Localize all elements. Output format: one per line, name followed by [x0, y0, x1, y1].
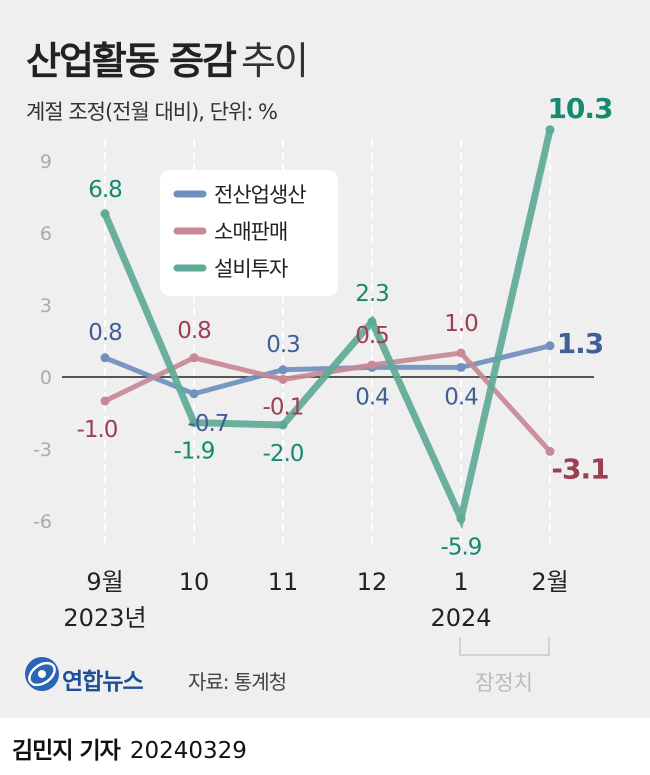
byline-name: 김민지 기자 [12, 738, 121, 764]
byline-date: 20240329 [129, 738, 247, 764]
data-label: 0.8 [88, 320, 122, 346]
data-label: -1.0 [77, 417, 118, 443]
data-point [278, 365, 288, 375]
preliminary-bracket [459, 637, 550, 656]
x-year-label: 2024 [430, 604, 491, 632]
data-point [456, 348, 466, 358]
data-label: 0.4 [355, 384, 389, 410]
y-tick-label: 9 [40, 151, 52, 173]
data-label: 10.3 [547, 92, 612, 125]
x-tick-label: 11 [268, 568, 299, 596]
x-tick-label: 2월 [531, 568, 568, 596]
data-point [545, 125, 555, 135]
x-tick-label: 1 [453, 568, 468, 596]
data-point [189, 353, 199, 363]
yonhap-logo-icon [25, 657, 59, 691]
y-tick-label: -3 [33, 439, 52, 461]
y-tick-label: -6 [33, 511, 52, 533]
data-point [545, 446, 555, 456]
data-label: 0.3 [266, 332, 300, 358]
y-tick-label: 6 [40, 223, 52, 245]
title-suffix: 추이 [241, 39, 309, 83]
data-label: 0.4 [444, 384, 478, 410]
chart-title: 산업활동 증감 추이 [26, 30, 309, 85]
byline: 김민지 기자 20240329 [12, 731, 247, 765]
legend-label: 설비투자 [214, 257, 288, 281]
data-label: 1.0 [444, 311, 478, 337]
legend-box [160, 170, 338, 296]
data-label: 2.3 [355, 281, 389, 307]
y-tick-label: 3 [40, 295, 52, 317]
series-line [101, 129, 554, 530]
x-tick-label: 12 [357, 568, 388, 596]
data-point [189, 389, 199, 399]
x-tick-label: 9월 [86, 568, 123, 596]
data-point [367, 360, 377, 370]
data-point [456, 362, 466, 372]
source-note: 자료: 통계청 [188, 670, 287, 694]
title-main: 산업활동 증감 [26, 39, 237, 83]
x-year-label: 2023년 [63, 604, 146, 632]
preliminary-label: 잠정치 [475, 671, 533, 695]
data-label: -2.0 [263, 441, 304, 467]
chart-subtitle: 계절 조정(전월 대비), 단위: % [26, 100, 278, 124]
x-tick-label: 10 [179, 568, 210, 596]
data-point [278, 374, 288, 384]
data-label: -0.1 [263, 394, 304, 420]
data-label: -5.9 [441, 535, 482, 561]
data-point [456, 514, 466, 524]
data-label: -3.1 [551, 452, 608, 485]
y-tick-label: 0 [40, 367, 52, 389]
data-label: 0.8 [177, 318, 211, 344]
data-point [100, 353, 110, 363]
data-label: -0.7 [188, 411, 229, 437]
logo-text: 연합뉴스 [62, 669, 144, 695]
data-point [278, 420, 288, 430]
data-point [545, 341, 555, 351]
data-label: -1.9 [174, 439, 215, 465]
data-label: 1.3 [557, 327, 604, 360]
data-point [189, 418, 199, 428]
data-point [367, 317, 377, 327]
data-point [100, 209, 110, 219]
legend-label: 전산업생산 [214, 183, 306, 207]
data-point [100, 396, 110, 406]
data-label: 6.8 [88, 177, 122, 203]
data-label: 0.5 [355, 323, 389, 349]
legend-label: 소매판매 [214, 220, 287, 244]
